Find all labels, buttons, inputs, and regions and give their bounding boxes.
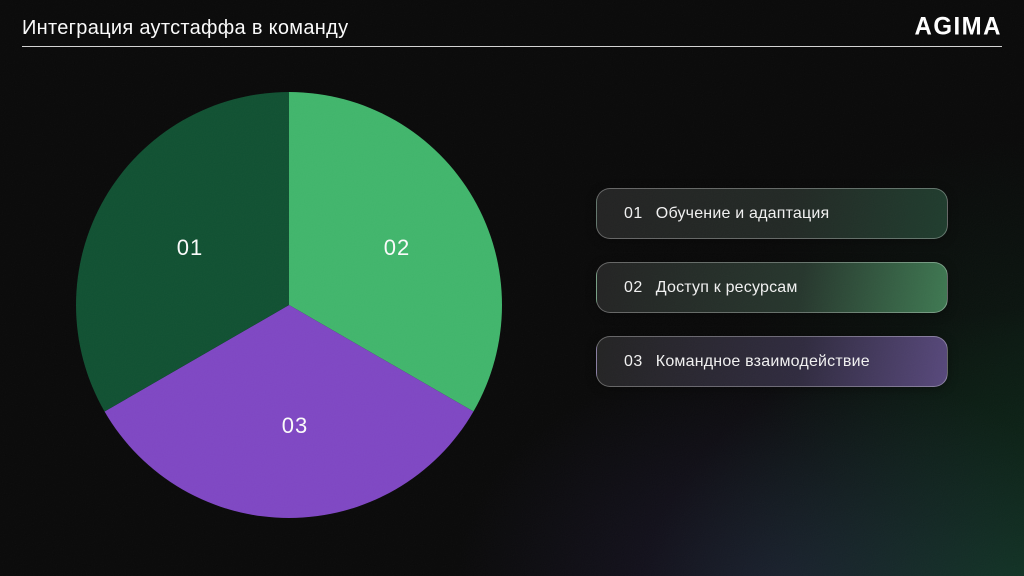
legend-item-number: 02 (624, 278, 643, 296)
legend-item-01: 01 Обучение и адаптация (596, 188, 948, 239)
pie-slice-label-01: 01 (177, 235, 203, 260)
legend-item-label: Обучение и адаптация (655, 204, 830, 222)
legend-item-label: Доступ к ресурсам (655, 278, 798, 296)
pie-slice-label-02: 02 (384, 235, 410, 260)
legend-item-label: Командное взаимодействие (655, 352, 870, 370)
legend-item-number: 01 (624, 204, 643, 222)
pie-slice-label-03: 03 (282, 413, 308, 438)
legend: 01 Обучение и адаптация 02 Доступ к ресу… (596, 188, 948, 387)
legend-item-03: 03 Командное взаимодействие (596, 336, 948, 387)
legend-item-number: 03 (624, 352, 643, 370)
legend-item-02: 02 Доступ к ресурсам (596, 262, 948, 313)
